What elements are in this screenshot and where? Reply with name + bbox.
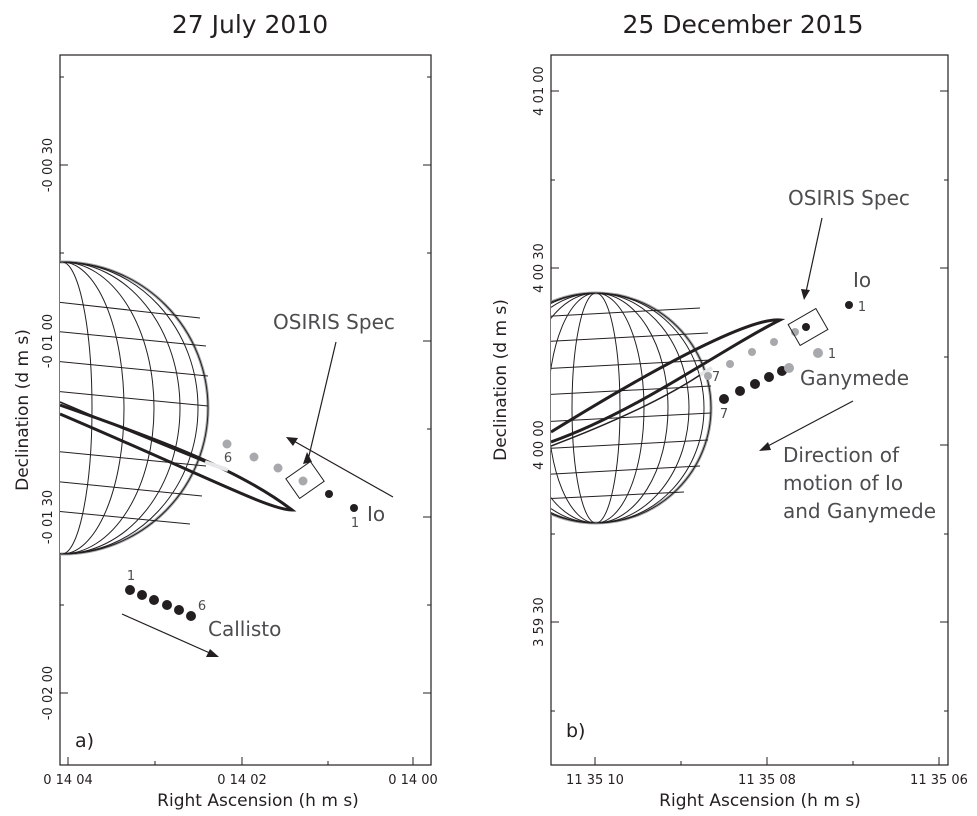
osiris-arrow-b <box>805 217 823 293</box>
ganymede-position-5 <box>750 379 760 389</box>
ganymede-position-6 <box>735 386 745 396</box>
io-label-a: Io <box>367 502 385 526</box>
io-label-6: 6 <box>224 451 232 466</box>
direction-arrow-b <box>765 400 854 448</box>
callisto-position-1 <box>125 585 135 595</box>
callisto-direction-arrow <box>121 613 213 655</box>
panel-b-ytick-1: 4 01 00 <box>532 66 547 116</box>
osiris-arrowhead-a <box>303 452 312 464</box>
panel-a-ytick-1: -0 00 30 <box>41 138 56 192</box>
ganymede-track <box>719 348 823 404</box>
osiris-arrow-a <box>307 341 337 461</box>
callisto-label: Callisto <box>208 617 281 641</box>
panel-a-label: a) <box>75 730 94 752</box>
io-position-a-2 <box>325 490 333 498</box>
io-position-a-4 <box>273 463 283 473</box>
panel-b-xtick-2: 11 35 08 <box>738 773 796 788</box>
io-direction-arrowhead-a <box>286 437 298 446</box>
callisto-position-4 <box>162 600 172 610</box>
callisto-position-6 <box>186 611 196 621</box>
panel-b-xtick-1: 11 35 10 <box>566 773 624 788</box>
panel-a-ylabel: Declination (d m s) <box>13 329 33 491</box>
ganymede-position-1 <box>813 348 823 358</box>
direction-line-1: Direction of <box>783 443 900 467</box>
io-position-b-7 <box>704 372 712 380</box>
jupiter-a <box>60 260 297 556</box>
ganymede-label: Ganymede <box>800 366 909 390</box>
direction-line-3: and Ganymede <box>783 499 936 523</box>
panel-b-ytick-2: 4 00 30 <box>532 243 547 293</box>
osiris-label-b: OSIRIS Spec <box>788 186 910 210</box>
osiris-arrowhead-b <box>801 289 810 300</box>
callisto-position-3 <box>149 595 159 605</box>
panel-b: 25 December 2015 4 01 00 4 00 30 4 00 00… <box>491 10 968 811</box>
io-b-label-1: 1 <box>858 300 866 315</box>
panel-b-ylabel: Declination (d m s) <box>491 299 511 461</box>
direction-line-2: motion of Io <box>783 471 903 495</box>
panel-b-label: b) <box>566 720 585 742</box>
panel-a-xtick-1: 0 14 04 <box>43 773 93 788</box>
ganymede-label-7: 7 <box>720 407 728 422</box>
panel-a-xlabel: Right Ascension (h m s) <box>157 791 359 811</box>
panel-a-title: 27 July 2010 <box>172 10 328 39</box>
io-direction-arrow-a <box>291 439 394 498</box>
callisto-position-5 <box>174 605 184 615</box>
io-position-b-2 <box>802 323 810 331</box>
panel-b-xlabel: Right Ascension (h m s) <box>659 791 861 811</box>
io-position-b-5 <box>748 348 756 356</box>
panel-b-ytick-3: 4 00 00 <box>532 420 547 470</box>
io-label-1: 1 <box>351 516 359 531</box>
panel-a-xtick-2: 0 14 02 <box>217 773 267 788</box>
panel-a-xtick-3: 0 14 00 <box>388 773 438 788</box>
osiris-label-a: OSIRIS Spec <box>273 310 395 334</box>
io-position-b-6 <box>726 360 734 368</box>
panel-a-ytick-4: -0 02 00 <box>41 666 56 720</box>
callisto-position-2 <box>137 590 147 600</box>
io-position-a-1 <box>350 504 358 512</box>
callisto-track <box>125 585 196 621</box>
osiris-box-b <box>787 307 829 347</box>
io-position-a-6 <box>222 439 232 449</box>
panel-a: 27 July 2010 -0 00 30 -0 01 00 -0 01 30 … <box>13 10 438 811</box>
panel-b-xtick-3: 11 35 06 <box>910 773 968 788</box>
io-label-b: Io <box>853 268 871 292</box>
ganymede-position-7 <box>719 394 729 404</box>
io-b-label-7: 7 <box>712 370 720 385</box>
panel-a-ytick-2: -0 01 00 <box>41 314 56 368</box>
io-position-a-5 <box>249 452 259 462</box>
panel-b-x-ticks <box>594 757 940 765</box>
panel-b-title: 25 December 2015 <box>623 10 864 39</box>
ganymede-position-4 <box>764 372 774 382</box>
direction-arrowhead-b <box>759 442 771 451</box>
jupiter-b <box>551 291 786 525</box>
io-position-b-1 <box>845 301 853 309</box>
panel-b-ytick-4: 3 59 30 <box>532 597 547 647</box>
io-position-b-4 <box>770 338 778 346</box>
io-position-a-3 <box>298 476 308 486</box>
panel-a-ytick-3: -0 01 30 <box>41 490 56 544</box>
panel-a-x-ticks <box>67 757 414 765</box>
io-track-a <box>222 439 358 512</box>
ganymede-label-1: 1 <box>828 347 836 362</box>
callisto-label-1: 1 <box>127 569 135 584</box>
ganymede-position-2 <box>784 363 794 373</box>
callisto-direction-arrowhead <box>206 649 219 657</box>
osiris-box-a <box>285 460 325 500</box>
callisto-label-6: 6 <box>198 599 206 614</box>
